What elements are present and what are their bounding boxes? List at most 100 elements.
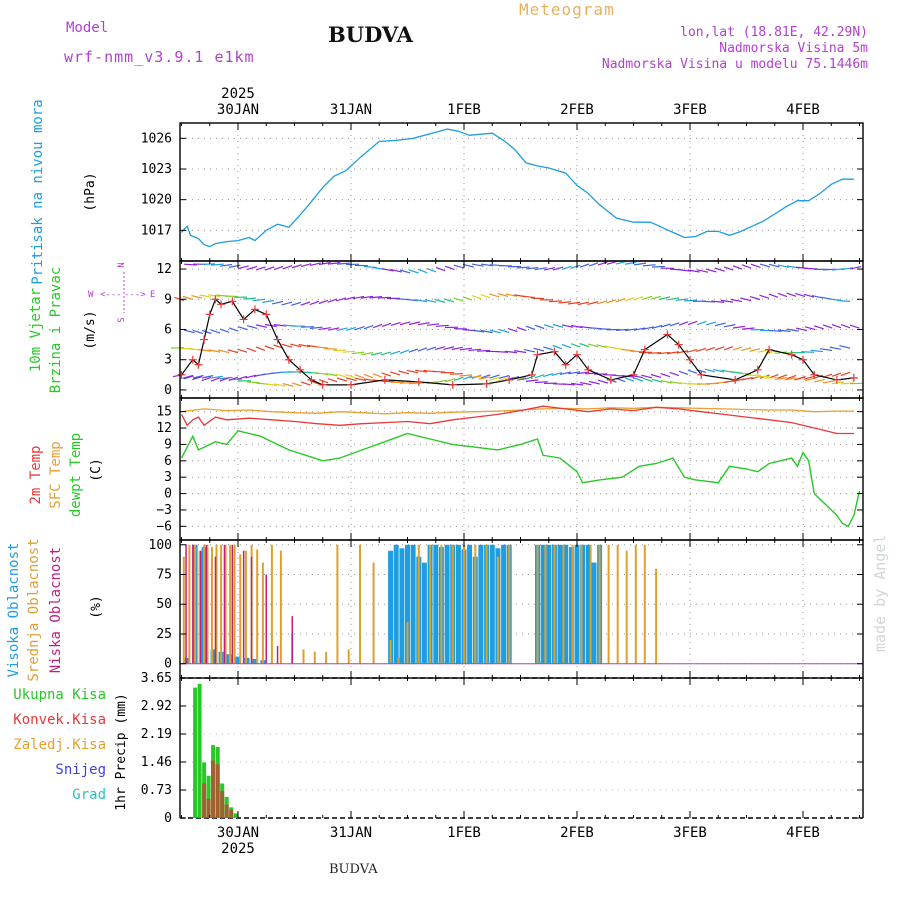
wind-barb: [378, 296, 392, 299]
wind-speed-marker: [527, 370, 536, 379]
wind-barb: [237, 265, 249, 270]
wind-barb: [803, 293, 815, 298]
wind-barb: [210, 377, 221, 382]
cloud-bar-mid: [474, 544, 477, 664]
ytick-label: 3.65: [141, 671, 172, 686]
footer-location: BUDVA: [329, 862, 378, 877]
wind-barb: [813, 378, 825, 383]
ytick-label: 6: [164, 454, 172, 469]
wind-barb: [207, 294, 221, 298]
header-elevation: Nadmorska Visina 5m: [719, 41, 868, 56]
wind-barb: [650, 373, 662, 379]
wind-barb: [444, 378, 456, 383]
wind-barb: [712, 368, 725, 373]
wind-barb: [549, 300, 563, 303]
wind-barb: [408, 348, 419, 353]
cloud-bar-mid: [188, 544, 191, 664]
wind-barb: [732, 265, 743, 270]
panel-0-grid: [180, 123, 863, 261]
wind-barb: [839, 345, 851, 349]
cloud-bar-high: [568, 547, 574, 664]
wind-barb: [648, 352, 662, 354]
wind-barb: [596, 344, 608, 349]
cloud-bar-high: [399, 548, 405, 664]
wind-unit: (m/s): [83, 310, 98, 349]
wind-speed-marker: [505, 375, 514, 384]
wind-barb: [630, 350, 644, 353]
ytick-label: 9: [164, 437, 172, 452]
wind-barb: [225, 295, 239, 298]
ytick-label: 1017: [141, 223, 172, 238]
cloud-bar-high: [444, 544, 450, 664]
wind-barb: [281, 301, 293, 306]
cloud-bar-mid: [496, 556, 499, 664]
wind-barb: [183, 375, 194, 380]
wind-barb: [174, 296, 185, 302]
top-date-label: 2FEB: [560, 102, 594, 118]
wind-barb: [504, 350, 518, 354]
wind-speed-marker: [228, 297, 237, 306]
wind-barb: [390, 350, 401, 355]
wind-barb: [840, 267, 853, 271]
wind-speed-marker: [200, 335, 209, 344]
wind-barb: [406, 369, 419, 374]
wind-barb: [837, 299, 851, 302]
wind-barb: [840, 382, 854, 385]
precip-bar-convective: [224, 804, 229, 818]
wind-barb: [624, 296, 635, 302]
wind-barb: [298, 343, 311, 348]
cloud-bar-low: [223, 544, 226, 664]
cloud-bar-mid: [397, 657, 400, 664]
wind-speed-marker: [799, 355, 807, 364]
panel-3-frame: [179, 539, 864, 679]
header-model-name: wrf-nmm_v3.9.1 e1km: [64, 48, 255, 66]
wind-speed-marker: [482, 379, 491, 388]
cloud-bar-mid: [598, 544, 601, 664]
wind-barb: [424, 299, 437, 303]
wind-barb: [318, 261, 331, 266]
compass-s: S: [117, 317, 127, 322]
wind-barb: [750, 263, 761, 268]
cloud-bar-mid: [429, 544, 432, 664]
wind-barb: [768, 263, 780, 268]
cloud-bar-high: [410, 544, 416, 664]
pressure-unit: (hPa): [83, 172, 98, 211]
wind-barb: [444, 298, 455, 303]
wind-speed-marker: [262, 310, 271, 319]
cloud-bar-mid: [451, 544, 454, 664]
wind-barb: [264, 383, 277, 387]
wind-barb: [372, 323, 383, 329]
cloud-bar-high: [433, 544, 439, 664]
bottom-date-label: 3FEB: [673, 825, 707, 841]
wind-barb: [705, 268, 717, 273]
wind-barb: [642, 264, 656, 267]
wind-barb: [498, 328, 510, 333]
wind-barb: [777, 329, 791, 333]
wind-barb: [516, 266, 530, 269]
wind-barb: [399, 349, 410, 354]
wind-markers: [177, 295, 858, 389]
wind-barb: [552, 323, 564, 328]
temp-axis-title-0: 2m Temp: [28, 445, 44, 504]
ytick-label: 25: [156, 627, 172, 642]
wind-barb: [514, 350, 527, 354]
wind-barb: [741, 347, 752, 352]
wind-barb: [543, 346, 554, 351]
wind-barb: [471, 295, 482, 300]
wind-barb: [398, 370, 410, 375]
wind-barb: [579, 381, 592, 386]
wind-barb: [273, 265, 284, 271]
wind-barb: [642, 295, 653, 300]
wind-barb: [327, 327, 340, 331]
wind-barb: [192, 329, 204, 334]
wind-barb: [570, 264, 581, 269]
wind-barb: [246, 347, 257, 353]
temp-unit: (C): [89, 458, 104, 481]
wind-barb: [390, 321, 401, 327]
precip-legend-0: Ukupna Kisa: [13, 687, 106, 703]
dewpoint-line: [180, 430, 861, 528]
wind-barb: [246, 265, 258, 270]
wind-barb: [658, 296, 671, 300]
wind-barb: [804, 377, 816, 382]
wind-barb: [417, 347, 428, 352]
